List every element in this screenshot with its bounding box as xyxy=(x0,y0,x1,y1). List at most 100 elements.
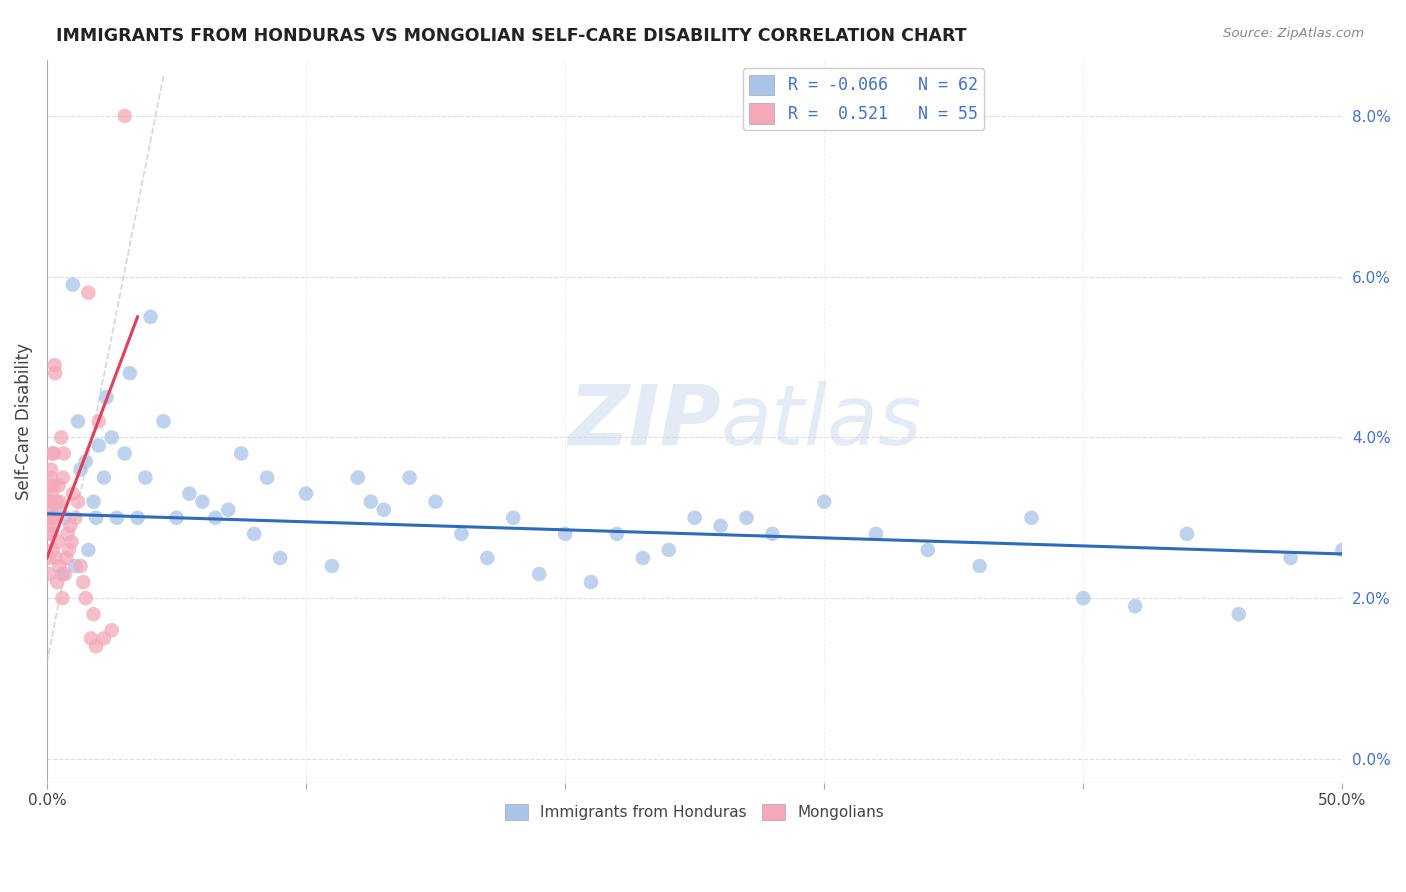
Text: ZIP: ZIP xyxy=(568,381,720,462)
Point xyxy=(256,470,278,484)
Point xyxy=(65,559,87,574)
Point xyxy=(709,518,731,533)
Point xyxy=(398,470,420,484)
Point xyxy=(83,494,105,508)
Point xyxy=(60,535,83,549)
Point xyxy=(93,632,115,646)
Point xyxy=(51,567,73,582)
Point xyxy=(44,446,66,460)
Point xyxy=(100,430,122,444)
Point xyxy=(42,543,65,558)
Point xyxy=(269,551,291,566)
Point xyxy=(450,526,472,541)
Point xyxy=(83,607,105,622)
Point xyxy=(761,526,783,541)
Point xyxy=(87,414,110,428)
Point xyxy=(139,310,162,324)
Point xyxy=(62,277,84,292)
Point xyxy=(38,551,60,566)
Point xyxy=(69,462,91,476)
Point xyxy=(80,632,103,646)
Text: atlas: atlas xyxy=(720,381,922,462)
Point xyxy=(53,510,76,524)
Point xyxy=(114,446,136,460)
Point xyxy=(360,494,382,508)
Point xyxy=(1331,543,1354,558)
Point xyxy=(502,510,524,524)
Point xyxy=(477,551,499,566)
Legend: Immigrants from Honduras, Mongolians: Immigrants from Honduras, Mongolians xyxy=(499,797,890,826)
Point xyxy=(59,518,82,533)
Point xyxy=(46,535,69,549)
Point xyxy=(52,470,75,484)
Point xyxy=(41,526,63,541)
Point xyxy=(631,551,654,566)
Point xyxy=(1279,551,1302,566)
Point xyxy=(118,366,141,380)
Text: IMMIGRANTS FROM HONDURAS VS MONGOLIAN SELF-CARE DISABILITY CORRELATION CHART: IMMIGRANTS FROM HONDURAS VS MONGOLIAN SE… xyxy=(56,27,967,45)
Point xyxy=(204,510,226,524)
Point xyxy=(1021,510,1043,524)
Point xyxy=(152,414,174,428)
Point xyxy=(37,510,59,524)
Point xyxy=(55,551,77,566)
Point xyxy=(1175,526,1198,541)
Point xyxy=(39,478,62,492)
Point xyxy=(75,591,97,606)
Point xyxy=(44,366,66,380)
Point xyxy=(52,446,75,460)
Point xyxy=(41,510,63,524)
Point xyxy=(87,438,110,452)
Text: Source: ZipAtlas.com: Source: ZipAtlas.com xyxy=(1223,27,1364,40)
Point xyxy=(38,494,60,508)
Point xyxy=(527,567,550,582)
Point xyxy=(42,510,65,524)
Point xyxy=(579,575,602,590)
Point xyxy=(46,575,69,590)
Point xyxy=(373,502,395,516)
Point xyxy=(41,446,63,460)
Point xyxy=(41,486,63,500)
Point xyxy=(84,510,107,524)
Point xyxy=(66,414,89,428)
Point xyxy=(606,526,628,541)
Point xyxy=(42,478,65,492)
Point xyxy=(321,559,343,574)
Y-axis label: Self-Care Disability: Self-Care Disability xyxy=(15,343,32,500)
Point xyxy=(39,518,62,533)
Point xyxy=(127,510,149,524)
Point xyxy=(62,486,84,500)
Point xyxy=(77,285,100,300)
Point xyxy=(96,390,118,404)
Point xyxy=(100,624,122,638)
Point xyxy=(179,486,201,500)
Point xyxy=(75,454,97,468)
Point xyxy=(39,462,62,476)
Point xyxy=(231,446,253,460)
Point xyxy=(48,478,70,492)
Point xyxy=(295,486,318,500)
Point xyxy=(683,510,706,524)
Point xyxy=(37,518,59,533)
Point xyxy=(49,494,72,508)
Point xyxy=(65,510,87,524)
Point xyxy=(69,559,91,574)
Point xyxy=(865,526,887,541)
Point xyxy=(105,510,128,524)
Point xyxy=(1071,591,1094,606)
Point xyxy=(53,567,76,582)
Point xyxy=(658,543,681,558)
Point xyxy=(1123,599,1146,614)
Point xyxy=(77,543,100,558)
Point xyxy=(1227,607,1250,622)
Point xyxy=(41,502,63,516)
Point xyxy=(917,543,939,558)
Point xyxy=(165,510,187,524)
Point xyxy=(217,502,239,516)
Point xyxy=(45,494,67,508)
Point xyxy=(191,494,214,508)
Point xyxy=(735,510,758,524)
Point xyxy=(58,543,80,558)
Point xyxy=(39,510,62,524)
Point xyxy=(51,591,73,606)
